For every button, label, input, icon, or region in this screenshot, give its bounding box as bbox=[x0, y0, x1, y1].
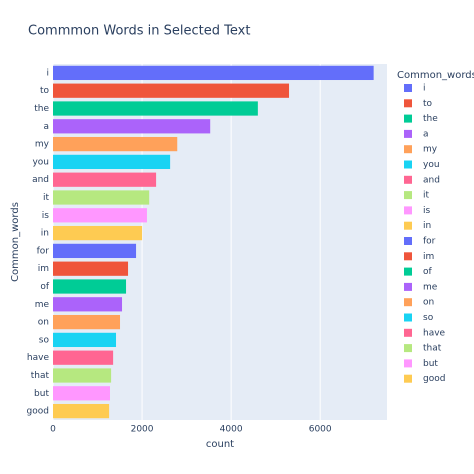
bar bbox=[53, 190, 150, 205]
x-tick-label: 2000 bbox=[131, 425, 154, 435]
bar bbox=[53, 386, 111, 401]
bar bbox=[53, 368, 112, 383]
legend-label: good bbox=[423, 374, 445, 384]
y-tick-label: a bbox=[43, 122, 49, 132]
bar bbox=[53, 172, 157, 187]
legend-label: i bbox=[423, 84, 426, 94]
x-tick-label: 6000 bbox=[309, 425, 332, 435]
y-tick-label: you bbox=[32, 157, 49, 167]
y-tick-label: to bbox=[40, 86, 50, 96]
legend-title: Common_words bbox=[397, 70, 474, 81]
legend-swatch bbox=[404, 298, 412, 307]
bar bbox=[53, 119, 211, 134]
legend-label: you bbox=[423, 160, 440, 170]
bar bbox=[53, 279, 127, 294]
bar bbox=[53, 225, 143, 241]
legend-label: to bbox=[423, 99, 433, 109]
y-tick-label: of bbox=[40, 282, 50, 292]
y-tick-label: on bbox=[38, 318, 49, 328]
y-tick-label: have bbox=[27, 353, 50, 363]
x-tick-label: 0 bbox=[50, 425, 56, 435]
bar bbox=[53, 350, 114, 365]
y-tick-label: that bbox=[31, 371, 50, 381]
y-tick-label: the bbox=[34, 104, 49, 114]
legend-swatch bbox=[404, 374, 412, 383]
legend-label: in bbox=[423, 221, 431, 231]
legend-swatch bbox=[404, 328, 412, 337]
y-axis-title: Common_words bbox=[10, 202, 21, 282]
bar bbox=[53, 332, 117, 348]
legend-swatch bbox=[404, 129, 412, 138]
legend-label: is bbox=[423, 206, 431, 216]
legend-label: the bbox=[423, 114, 438, 124]
bar bbox=[53, 136, 178, 152]
legend-label: it bbox=[423, 191, 430, 201]
bar bbox=[53, 261, 129, 276]
bar bbox=[53, 154, 171, 170]
legend-label: and bbox=[423, 175, 440, 185]
plot-area bbox=[53, 64, 387, 420]
y-tick-label: my bbox=[35, 140, 50, 150]
legend-label: on bbox=[423, 298, 434, 308]
legend-swatch bbox=[404, 84, 412, 92]
legend-label: my bbox=[423, 145, 438, 155]
y-tick-label: i bbox=[46, 68, 49, 78]
y-tick-label: im bbox=[38, 264, 49, 274]
x-axis-title: count bbox=[206, 439, 234, 450]
y-tick-label: good bbox=[27, 407, 49, 417]
legend-label: that bbox=[423, 344, 442, 354]
y-tick-label: it bbox=[43, 193, 50, 203]
x-tick-label: 4000 bbox=[220, 425, 243, 435]
bar bbox=[53, 403, 110, 419]
legend-label: have bbox=[423, 328, 446, 338]
legend-label: a bbox=[423, 129, 429, 139]
bar bbox=[53, 208, 147, 223]
y-tick-label: so bbox=[39, 335, 50, 345]
legend-swatch bbox=[404, 359, 412, 368]
legend-swatch bbox=[404, 237, 412, 245]
bar bbox=[53, 83, 290, 98]
bar bbox=[53, 101, 258, 116]
bar bbox=[53, 297, 123, 312]
legend-label: me bbox=[423, 282, 438, 292]
legend-label: of bbox=[423, 267, 433, 277]
bar bbox=[53, 314, 121, 330]
chart-title: Commmon Words in Selected Text bbox=[28, 24, 250, 39]
legend-swatch bbox=[404, 221, 412, 230]
y-tick-label: is bbox=[42, 211, 50, 221]
legend-swatch bbox=[404, 267, 412, 276]
bar bbox=[53, 243, 137, 259]
legend-swatch bbox=[404, 313, 412, 322]
legend-label: im bbox=[423, 252, 434, 262]
legend-swatch bbox=[404, 145, 412, 154]
legend-swatch bbox=[404, 99, 412, 108]
y-tick-label: and bbox=[32, 175, 49, 185]
legend-label: for bbox=[423, 237, 436, 247]
legend-label: so bbox=[423, 313, 434, 323]
y-tick-label: for bbox=[37, 246, 50, 256]
y-tick-label: me bbox=[35, 300, 50, 310]
legend-swatch bbox=[404, 282, 412, 291]
bar bbox=[53, 65, 374, 81]
legend-swatch bbox=[404, 206, 412, 215]
y-tick-label: but bbox=[34, 389, 49, 399]
y-tick-label: in bbox=[41, 229, 49, 239]
legend-swatch bbox=[404, 160, 412, 169]
legend-swatch bbox=[404, 175, 412, 184]
legend-swatch bbox=[404, 252, 412, 261]
legend-swatch bbox=[404, 191, 412, 200]
legend-swatch bbox=[404, 114, 412, 123]
legend-swatch bbox=[404, 344, 412, 353]
legend-label: but bbox=[423, 359, 438, 369]
